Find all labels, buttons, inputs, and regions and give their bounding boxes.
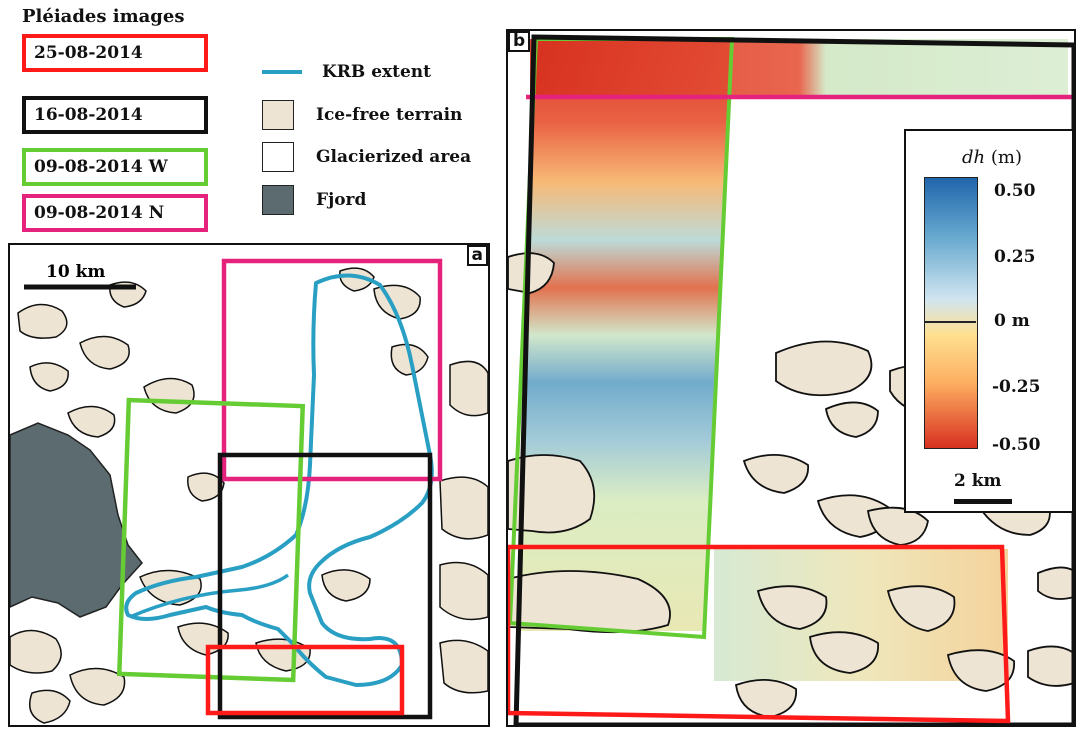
legend-symbol-label: Glacierized area [316,147,472,167]
footprint-16-08-2014-b [513,34,1074,725]
legend-image-label: 16-08-2014 [34,105,143,125]
footprint-25-08-2014-b [508,544,1011,724]
colorbar-title: dh (m) [962,147,1022,168]
colorbar-tick: -0.50 [992,435,1041,455]
map-a-canvas: 10 km [10,245,488,725]
colorbar-tick: -0.25 [992,377,1041,397]
map-panel-b: b [506,29,1076,727]
colorbar-scale-bar [954,499,1012,504]
krb-branch-line [129,573,290,619]
legend-fjord: Fjord [262,183,366,217]
ice-free-terrain [10,267,488,724]
footprint-25-08-2014 [205,644,405,716]
dh-raster-strip [516,39,732,631]
legend-krb-extent: KRB extent [262,55,431,89]
swatch-icon [262,100,294,130]
legend-image-09-08-2014-w: 09-08-2014 W [22,148,208,186]
dh-raster-top [530,39,1068,97]
legend-symbol-label: KRB extent [322,62,432,82]
dh-colorbar-box: dh (m) 0.50 0.25 0 m -0.25 -0.50 2 km [904,129,1074,513]
legend-image-label: 09-08-2014 W [34,157,168,177]
panel-b-label: b [508,31,531,52]
ice-free-terrain-b [508,252,1074,718]
legend-symbol-label: Fjord [316,190,367,210]
scale-bar-label: 10 km [46,262,105,282]
colorbar-ramp [924,177,978,449]
colorbar-scale-label: 2 km [954,471,1002,491]
colorbar-tick: 0.25 [994,247,1036,267]
legend-image-label: 25-08-2014 [34,43,143,63]
legend-symbol-label: Ice-free terrain [316,105,463,125]
fjord-area [10,422,143,618]
panel-a-label: a [466,245,488,266]
legend-ice-free-terrain: Ice-free terrain [262,98,462,132]
colorbar-unit: (m) [985,147,1022,168]
legend-glacierized-area: Glacierized area [262,140,471,174]
legend-image-25-08-2014: 25-08-2014 [22,34,208,72]
map-panel-a: 10 km a [8,243,490,727]
colorbar-zero-line [924,321,976,323]
footprint-16-08-2014 [217,452,433,720]
legend-title: Pléiades images [22,6,185,27]
footprint-09-08-2014-n [221,258,443,482]
colorbar-tick: 0 m [994,311,1030,331]
colorbar-variable: dh [962,147,986,168]
dh-raster-bottom [714,549,1008,681]
line-swatch-icon [262,70,302,74]
legend-image-16-08-2014: 16-08-2014 [22,96,208,134]
colorbar-tick: 0.50 [994,181,1036,201]
swatch-icon [262,142,294,172]
swatch-icon [262,185,294,215]
legend-image-label: 09-08-2014 N [34,203,165,223]
legend-image-09-08-2014-n: 09-08-2014 N [22,194,208,232]
map-b-canvas [508,31,1074,725]
